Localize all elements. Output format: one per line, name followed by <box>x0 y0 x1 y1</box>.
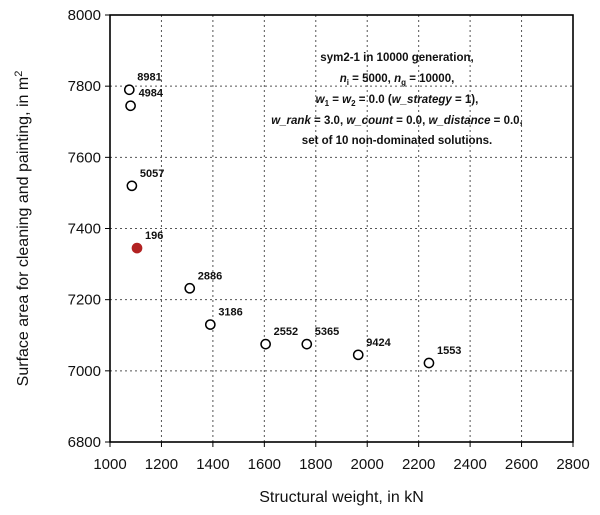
point-label: 4984 <box>139 88 164 100</box>
axis-ticks: 1000 1200 1400 1600 1800 2000 2200 2400 2600 2800… <box>68 7 590 473</box>
point-label: 5365 <box>315 326 339 338</box>
x-tick-label: 2600 <box>505 456 538 473</box>
point-label: 196 <box>145 230 163 242</box>
point-label: 8981 <box>137 72 161 84</box>
point-marker <box>123 84 135 96</box>
point-marker <box>204 319 216 330</box>
point-labels: 8981 4984 5057 196 2886 3186 2552 5365 9424 1553 <box>137 72 461 357</box>
point-label: 2552 <box>274 326 298 338</box>
point-label: 1553 <box>437 345 461 357</box>
y-tick-label: 7400 <box>68 221 101 238</box>
y-tick-label: 8000 <box>68 7 101 24</box>
y-axis-title-text: Surface area for cleaning and painting, … <box>15 77 32 387</box>
point-marker <box>125 100 136 112</box>
point-marker <box>423 357 435 369</box>
grid-lines <box>110 15 573 442</box>
annotation-line: set of 10 non-dominated solutions. <box>302 135 492 147</box>
x-tick-label: 1800 <box>299 456 332 473</box>
y-axis-title: Surface area for cleaning and painting, … <box>13 71 32 387</box>
x-tick-label: 1200 <box>145 456 178 473</box>
x-tick-label: 2200 <box>402 456 435 473</box>
x-tick-label: 2400 <box>453 456 486 473</box>
annotation-line: ni = 5000, ng = 10000, <box>340 73 455 87</box>
point-label: 3186 <box>218 307 242 319</box>
x-tick-label: 1000 <box>93 456 126 473</box>
annotation-line: w1 = w2 = 0.0 (w_strategy = 1), <box>316 94 479 108</box>
x-tick-label: 1400 <box>196 456 229 473</box>
point-marker <box>301 338 313 350</box>
y-axis-title-superscript: 2 <box>13 71 25 77</box>
annotation-line: sym2-1 in 10000 generation, <box>320 52 473 64</box>
x-axis-title: Structural weight, in kN <box>259 489 424 506</box>
y-tick-label: 6800 <box>68 434 101 451</box>
y-tick-label: 7000 <box>68 363 101 380</box>
point-marker <box>352 349 364 361</box>
x-tick-label: 2800 <box>556 456 589 473</box>
point-marker <box>260 338 271 350</box>
point-marker <box>126 180 138 192</box>
y-tick-label: 7200 <box>68 292 101 309</box>
point-label: 5057 <box>140 168 164 180</box>
point-label: 2886 <box>198 270 222 282</box>
point-marker <box>184 282 196 294</box>
y-tick-label: 7800 <box>68 78 101 95</box>
chart-annotation: sym2-1 in 10000 generation, ni = 5000, ng… <box>271 52 523 147</box>
highlighted-point-marker <box>131 242 143 254</box>
x-tick-label: 1600 <box>248 456 281 473</box>
annotation-line: w_rank = 3.0, w_count = 0.0, w_distance … <box>271 115 523 127</box>
x-tick-label: 2000 <box>351 456 384 473</box>
data-points <box>123 84 435 369</box>
y-tick-label: 7600 <box>68 149 101 166</box>
point-label: 9424 <box>366 337 391 349</box>
